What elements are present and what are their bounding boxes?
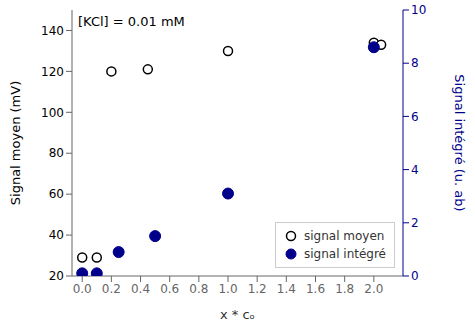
svg-text:0.8: 0.8	[189, 282, 208, 296]
svg-text:1.4: 1.4	[277, 282, 296, 296]
svg-text:1.2: 1.2	[248, 282, 267, 296]
svg-text:2.0: 2.0	[364, 282, 383, 296]
svg-text:1.6: 1.6	[306, 282, 325, 296]
svg-text:80: 80	[49, 146, 64, 160]
html-text:signal intégré: signal intégré	[304, 247, 386, 261]
svg-text:140: 140	[41, 24, 64, 38]
svg-text:120: 120	[41, 65, 64, 79]
svg-text:0.2: 0.2	[102, 282, 121, 296]
svg-text:8: 8	[411, 56, 419, 70]
svg-text:10: 10	[411, 3, 426, 17]
svg-text:6: 6	[411, 110, 419, 124]
svg-text:1.8: 1.8	[335, 282, 354, 296]
svg-text:0.0: 0.0	[73, 282, 92, 296]
svg-text:Signal moyen (mV): Signal moyen (mV)	[8, 81, 23, 205]
svg-text:0.4: 0.4	[131, 282, 150, 296]
html-text:signal moyen: signal moyen	[304, 229, 385, 243]
svg-text:1.0: 1.0	[218, 282, 237, 296]
svg-text:x * cₒ: x * cₒ	[220, 307, 255, 322]
svg-text:4: 4	[411, 163, 419, 177]
svg-text:40: 40	[49, 228, 64, 242]
svg-text:2: 2	[411, 216, 419, 230]
svg-text:0.6: 0.6	[160, 282, 179, 296]
svg-text:60: 60	[49, 187, 64, 201]
html-text:[KCl] = 0.01 mM: [KCl] = 0.01 mM	[78, 14, 185, 29]
svg-text:Signal intégré (u. ab): Signal intégré (u. ab)	[452, 74, 467, 211]
svg-text:0: 0	[411, 269, 419, 283]
svg-text:20: 20	[49, 269, 64, 283]
svg-text:100: 100	[41, 106, 64, 120]
